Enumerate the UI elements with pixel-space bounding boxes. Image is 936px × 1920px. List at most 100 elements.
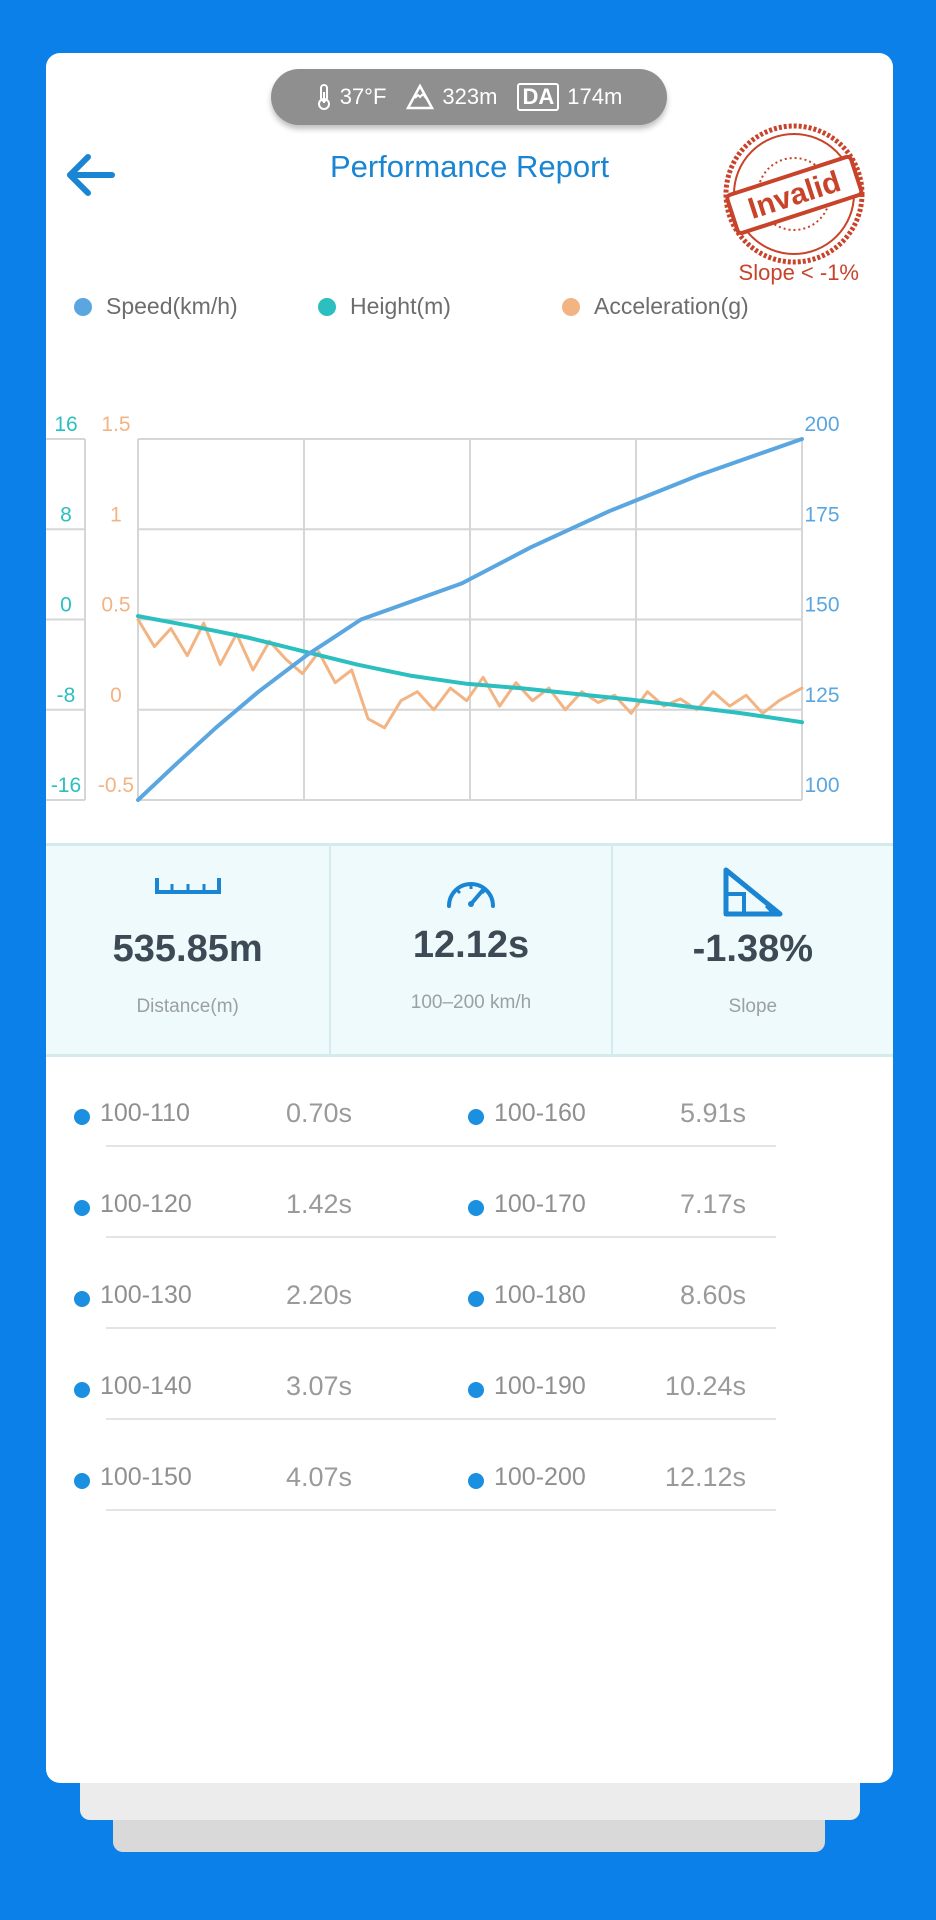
density-altitude-readout: DA 174m	[517, 83, 622, 111]
slope-value: -1.38%	[692, 928, 814, 970]
tick-label: 0	[110, 684, 122, 707]
split-row: 100-130 2.20s 100-180 8.60s	[46, 1275, 893, 1366]
split-time-value: 4.07s	[285, 1462, 352, 1492]
legend-label-height: Height(m)	[350, 293, 451, 319]
report-card: 37°F 323m DA 174m Performance Report Inv…	[46, 53, 893, 1783]
temperature-value: 37°F	[339, 84, 387, 109]
split-range-label: 100-190	[494, 1371, 586, 1400]
altitude-readout: 323m	[406, 84, 497, 110]
stats-panel: 535.85m Distance(m) 12.12s 100–200 km/h …	[46, 843, 893, 1057]
chart-legend: Speed(km/h) Height(m) Acceleration(g)	[46, 293, 893, 333]
tick-label: -16	[51, 774, 81, 797]
tick-label: 0.5	[101, 594, 130, 617]
time-label: 100–200 km/h	[410, 992, 532, 1013]
tick-label: 150	[804, 594, 839, 617]
split-item: 100-190	[468, 1366, 586, 1406]
time-value: 12.12s	[412, 924, 530, 966]
split-row: 100-110 0.70s 100-160 5.91s	[46, 1093, 893, 1184]
legend-item-speed[interactable]: Speed(km/h)	[74, 293, 238, 320]
split-item: 100-140	[74, 1366, 192, 1406]
tick-label: 100	[804, 774, 839, 797]
density-altitude-value: 174m	[567, 84, 623, 109]
tick-label: 125	[804, 684, 839, 707]
page-title: Performance Report	[329, 149, 610, 184]
environment-pill: 37°F 323m DA 174m	[271, 69, 667, 125]
split-item: 100-180	[468, 1275, 586, 1315]
legend-item-height[interactable]: Height(m)	[318, 293, 451, 320]
split-range-label: 100-120	[100, 1189, 192, 1218]
split-item: 100-130	[74, 1275, 192, 1315]
bullet-icon	[468, 1382, 484, 1398]
stat-slope: -1.38% Slope	[610, 846, 893, 1054]
split-row: 100-120 1.42s 100-170 7.17s	[46, 1184, 893, 1275]
legend-label-acceleration: Acceleration(g)	[594, 293, 749, 319]
legend-dot-speed	[74, 297, 92, 316]
mountain-icon	[406, 84, 435, 110]
split-time-value: 12.12s	[664, 1462, 746, 1492]
split-time-value: 10.24s	[664, 1371, 746, 1401]
tick-label: -0.5	[98, 774, 134, 797]
altitude-value: 323m	[442, 84, 498, 109]
tick-label: 1	[110, 503, 122, 526]
tick-label: 16	[54, 413, 77, 436]
speedometer-icon	[447, 882, 495, 908]
split-item: 100-120	[74, 1184, 192, 1224]
row-divider	[106, 1418, 776, 1420]
split-range-label: 100-110	[100, 1098, 190, 1127]
arrow-left-icon	[67, 154, 115, 196]
ruler-icon	[154, 878, 221, 894]
back-button[interactable]	[60, 145, 120, 205]
distance-label: Distance(m)	[136, 996, 239, 1017]
bullet-icon	[74, 1473, 90, 1489]
split-range-label: 100-130	[100, 1280, 192, 1309]
tick-label: 8	[60, 503, 72, 526]
tick-label: 1.5	[101, 413, 130, 436]
split-range-label: 100-150	[100, 1462, 192, 1491]
tick-label: 200	[804, 413, 839, 436]
split-row: 100-140 3.07s 100-190 10.24s	[46, 1366, 893, 1457]
split-time-value: 7.17s	[679, 1189, 746, 1219]
split-range-label: 100-170	[494, 1189, 586, 1218]
split-item: 100-200	[468, 1457, 586, 1497]
distance-value: 535.85m	[112, 928, 263, 970]
bullet-icon	[74, 1291, 90, 1307]
split-item: 100-160	[468, 1093, 586, 1133]
series-line-speed	[136, 437, 804, 802]
invalid-stamp: Invalid	[723, 123, 865, 265]
thermometer-icon	[317, 84, 330, 110]
performance-chart[interactable]: 16 8 0 -8 -16 1.5 1 0.5 0 -0.5 200 175 150 125 100	[46, 343, 893, 823]
density-altitude-badge: DA	[517, 83, 560, 111]
tick-label: 0	[60, 594, 72, 617]
slope-label: Slope	[728, 996, 778, 1017]
row-divider	[106, 1509, 776, 1511]
bullet-icon	[74, 1200, 90, 1216]
split-range-label: 100-180	[494, 1280, 586, 1309]
split-time-value: 2.20s	[285, 1280, 352, 1310]
bullet-icon	[74, 1109, 90, 1125]
stat-time: 12.12s 100–200 km/h	[329, 846, 610, 1054]
split-item: 100-150	[74, 1457, 192, 1497]
split-time-value: 8.60s	[679, 1280, 746, 1310]
stamp-note: Slope < -1%	[738, 260, 859, 285]
bullet-icon	[468, 1291, 484, 1307]
slope-icon	[723, 867, 783, 917]
row-divider	[106, 1236, 776, 1238]
legend-item-acceleration[interactable]: Acceleration(g)	[562, 293, 749, 320]
legend-dot-height	[318, 297, 336, 316]
row-divider	[106, 1327, 776, 1329]
tick-label: 175	[804, 503, 839, 526]
bullet-icon	[74, 1382, 90, 1398]
series-line-height	[136, 614, 804, 725]
bullet-icon	[468, 1473, 484, 1489]
legend-dot-acceleration	[562, 297, 580, 316]
tick-label: -8	[57, 684, 76, 707]
bullet-icon	[468, 1200, 484, 1216]
row-divider	[106, 1145, 776, 1147]
split-range-label: 100-160	[494, 1098, 586, 1127]
split-time-value: 1.42s	[285, 1189, 352, 1219]
split-time-value: 5.91s	[679, 1098, 746, 1128]
stat-distance: 535.85m Distance(m)	[46, 846, 329, 1054]
split-row: 100-150 4.07s 100-200 12.12s	[46, 1457, 893, 1548]
split-time-value: 3.07s	[285, 1371, 352, 1401]
split-range-label: 100-200	[494, 1462, 586, 1491]
